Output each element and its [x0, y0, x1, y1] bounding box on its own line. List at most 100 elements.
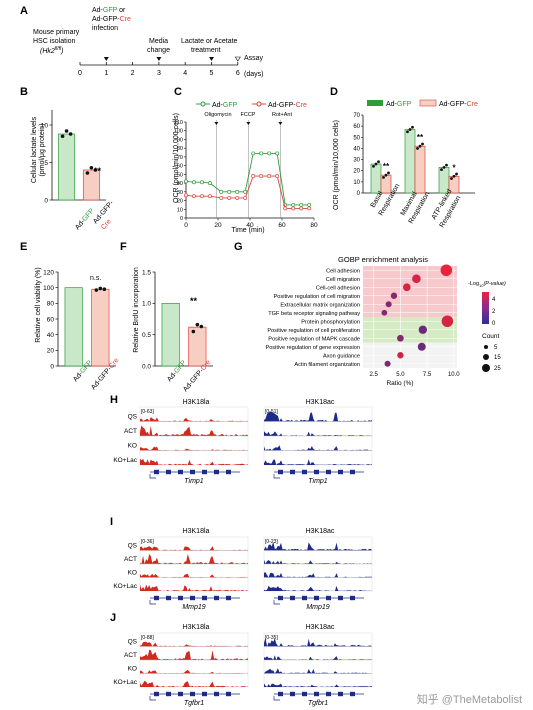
series-point: [283, 206, 288, 211]
y-tick-label: 1.0: [142, 301, 151, 308]
track-signal: [264, 559, 372, 564]
chart-b: Cellular lactate levels (pmol/μg protein…: [31, 110, 116, 231]
track-frame: [263, 632, 373, 647]
gene-exon: [302, 595, 307, 601]
chart-e-plot: 0 20 40 60 80 100 120: [43, 269, 116, 370]
timeline-step3-line1: Media: [149, 38, 168, 45]
data-point: [411, 125, 414, 129]
track-signal: [264, 459, 372, 465]
chart-d-legend-swatch-gfp: [367, 100, 383, 106]
series-point: [267, 174, 272, 179]
term-label: Positive regulation of gene expression: [265, 345, 360, 351]
chart-d-legend-swatch-cre: [419, 99, 437, 107]
chart-g-count-25: 25: [494, 366, 501, 372]
track-title-la: H3K18la: [183, 528, 210, 535]
significance: *: [452, 163, 456, 172]
track-row-label: ACT: [124, 428, 137, 435]
y-tick-label: 120: [43, 269, 54, 276]
series-point: [200, 194, 204, 199]
series-point: [299, 202, 304, 207]
track-row-label: KO: [128, 570, 137, 577]
bar: [414, 145, 426, 194]
gene-exon: [226, 691, 231, 697]
track-range-la: [0-36]: [141, 539, 154, 545]
chart-b-ylabel-unit: (pmol/μg protein): [39, 123, 46, 176]
chart-d-legend: Ad-GFP Ad-GFP-Cre: [367, 99, 478, 108]
bar: [58, 133, 76, 201]
y-tick-label: 40: [353, 146, 360, 152]
series-point: [251, 174, 256, 179]
timeline-step5-line2: treatment: [191, 47, 221, 54]
track-row-label: QS: [128, 543, 138, 550]
chart-c-legend-cre: Ad-GFP-Cre: [268, 102, 307, 109]
term-bubble: [397, 352, 404, 359]
y-tick-label: 30: [353, 158, 360, 164]
timeline: Mouse primary HSC isolation (Hk2fl/fl) A…: [33, 7, 264, 78]
gene-exon: [314, 595, 319, 601]
data-point: [374, 162, 378, 166]
gene-exon: [338, 691, 343, 697]
chart-f-ylabel: Relative BrdU incorporation: [133, 267, 140, 353]
data-point: [98, 286, 103, 291]
injection-arrow: [278, 122, 283, 125]
timeline-tick-label: 5: [210, 70, 214, 77]
bar: [404, 129, 416, 194]
data-point: [195, 322, 200, 327]
panel-label-f: F: [120, 241, 127, 253]
significance: **: [383, 162, 390, 171]
series-point: [227, 189, 232, 194]
y-tick-label: 10: [177, 207, 183, 213]
track-row-label: QS: [128, 639, 138, 646]
data-point: [377, 160, 380, 164]
track-row-label: KO: [128, 666, 137, 673]
data-point: [191, 329, 196, 334]
y-tick-label: 60: [353, 124, 360, 130]
track-frame: [139, 673, 249, 688]
data-point: [102, 287, 107, 292]
data-point: [372, 164, 375, 168]
gene-exon: [202, 595, 207, 601]
data-point: [452, 174, 456, 178]
chart-d-ylabel: OCR (pmol/min/10,000 cells): [333, 120, 340, 210]
y-tick-label: 0.5: [142, 332, 151, 339]
timeline-unit: (days): [244, 71, 263, 78]
injection-arrow: [246, 122, 251, 125]
track-range-la: [0-88]: [141, 635, 154, 641]
timeline-tick-label: 1: [104, 70, 108, 77]
panel-label-e: E: [20, 241, 27, 253]
timeline-step0-genotype: (Hk2fl/fl): [40, 46, 64, 55]
y-tick-label: 50: [353, 135, 360, 141]
gene-exon: [314, 469, 319, 475]
series-point: [307, 202, 312, 207]
y-tick-label: 20: [353, 169, 360, 175]
timeline-tick-label: 6: [236, 70, 240, 77]
chart-c-injection-rotant: Rot+Ant: [272, 112, 292, 118]
term-label: Positive regulation of cell migration: [274, 294, 360, 300]
gene-exon: [202, 691, 207, 697]
chart-b-plot: 0 5 10: [41, 110, 106, 204]
chart-c-xlabel: Time (min): [231, 227, 264, 234]
chart-d-legend-cre: Ad-GFP-Cre: [439, 101, 478, 108]
term-bubble: [417, 342, 426, 351]
gene-exon: [278, 595, 283, 601]
track-title-ac: H3K18ac: [306, 399, 335, 406]
series-point: [267, 151, 272, 156]
series-point: [299, 206, 304, 211]
chart-g-count-dot-5: [484, 345, 488, 349]
panel-label-h: H: [110, 394, 118, 406]
y-tick-label: 10: [41, 122, 49, 129]
gene-exon: [290, 691, 295, 697]
term-bubble: [390, 292, 398, 299]
y-tick-label: 50: [177, 172, 183, 178]
y-tick-label: 5: [44, 160, 48, 167]
term-bubble: [412, 274, 421, 284]
y-tick-label: 90: [177, 137, 183, 143]
track-title-la: H3K18la: [183, 624, 210, 631]
gene-exon: [226, 595, 231, 601]
x-tick-label: 20: [214, 222, 222, 229]
series-point: [243, 189, 248, 194]
gene-exon: [178, 469, 183, 475]
track-signal: [264, 683, 372, 687]
injection-arrow: [214, 122, 219, 125]
